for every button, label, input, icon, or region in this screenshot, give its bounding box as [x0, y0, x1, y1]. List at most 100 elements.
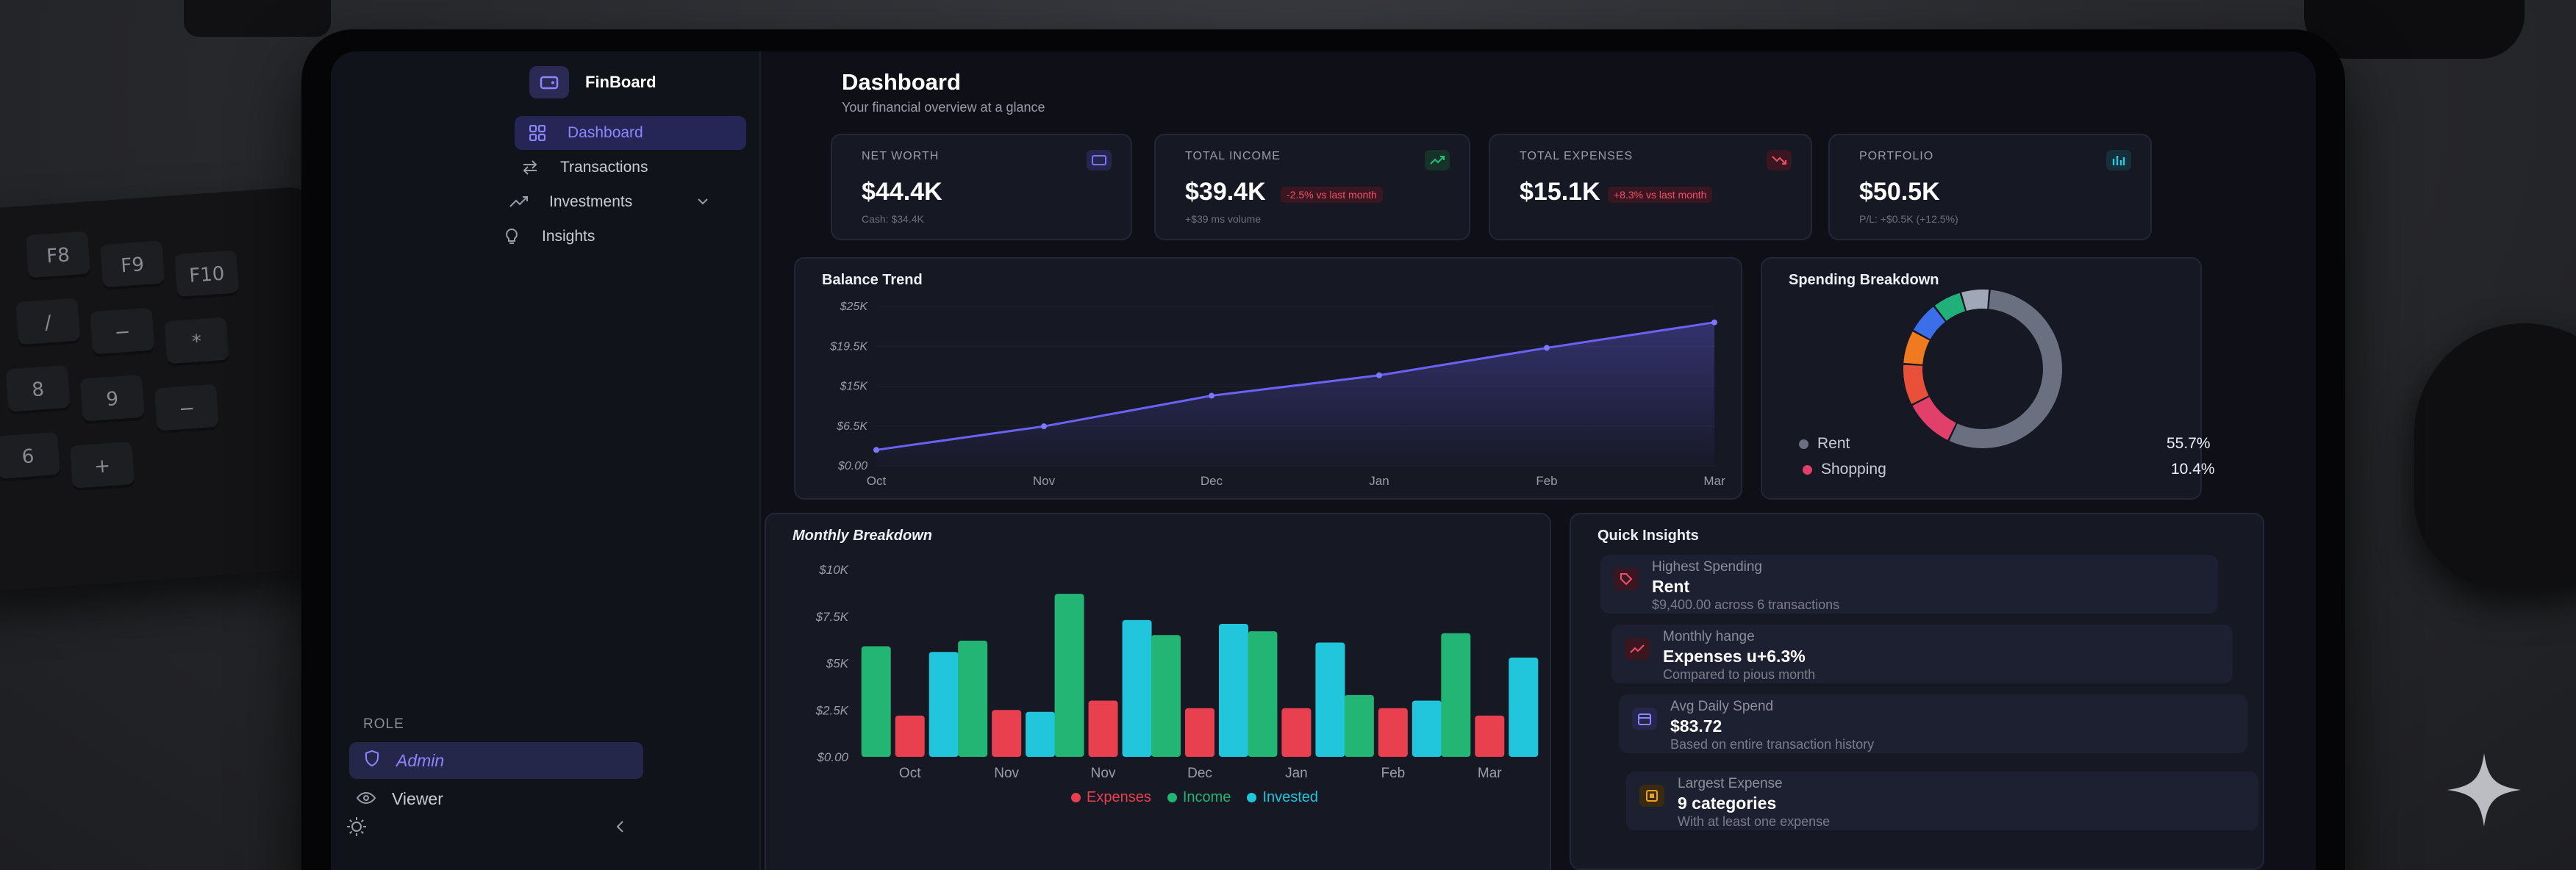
- sidebar-item-insights[interactable]: Insights: [489, 220, 709, 254]
- bar-expenses: [1185, 708, 1214, 757]
- sidebar-item-label: Transactions: [560, 159, 648, 176]
- card-title: Spending Breakdown: [1789, 272, 1939, 288]
- monthly-breakdown-card: Monthly Breakdown $0.00 $2.5K $5K $7.5K $10K…: [765, 513, 1551, 870]
- legend-label: Expenses: [1087, 789, 1151, 805]
- sidebar-item-transactions[interactable]: Transactions: [507, 151, 735, 184]
- bar-income: [958, 640, 988, 757]
- y-tick-label: $2.5K: [815, 703, 849, 717]
- bar-expenses: [895, 715, 925, 757]
- x-tick-label: Dec: [1187, 766, 1212, 781]
- insight-monthly-change[interactable]: Monthly hange Expenses u+6.3% Compared t…: [1611, 625, 2233, 683]
- app-name: FinBoard: [585, 73, 656, 91]
- y-tick-label: $25K: [840, 301, 869, 313]
- chevron-down-icon[interactable]: [697, 193, 709, 210]
- box-icon: [1639, 785, 1664, 807]
- legend-income: Income: [1167, 789, 1231, 806]
- kpi-change-badge: -2.5% vs last month: [1281, 187, 1383, 203]
- key: F8: [25, 231, 91, 281]
- eye-icon: [356, 789, 376, 809]
- balance-point: [1041, 423, 1047, 430]
- bar-income: [1151, 635, 1181, 757]
- y-tick-label: $7.5K: [815, 610, 849, 624]
- kpi-note: +$39 ms volume: [1185, 213, 1262, 225]
- sidebar-item-label: Insights: [542, 228, 595, 245]
- sidebar-item-label: Dashboard: [568, 124, 643, 141]
- bar-expenses: [1475, 715, 1505, 757]
- sparkle-icon: [2444, 749, 2525, 834]
- donut-slice: [1934, 292, 1966, 321]
- spending-legend-shopping: Shopping: [1803, 461, 1886, 478]
- kpi-card-portfolio[interactable]: PORTFOLIO $50.5K P/L: +$0.5K (+12.5%): [1828, 134, 2152, 240]
- sidebar-item-investments[interactable]: Investments: [496, 185, 728, 219]
- x-tick-label: Feb: [1381, 766, 1405, 781]
- card-title: Quick Insights: [1598, 528, 1699, 544]
- x-tick-label: Jan: [1285, 766, 1308, 781]
- legend-label: Rent: [1817, 435, 1850, 452]
- wallet-icon: [529, 66, 569, 98]
- insight-highest-spending[interactable]: Highest Spending Rent $9,400.00 across 6…: [1600, 555, 2218, 614]
- card-title: Monthly Breakdown: [793, 528, 933, 544]
- legend-label: Invested: [1262, 789, 1319, 805]
- x-tick-label: Nov: [1091, 766, 1116, 781]
- monthly-bar-chart: $0.00 $2.5K $5K $7.5K $10K Oct Nov Nov Dec Jan Feb…: [815, 563, 1539, 781]
- bar-chart-icon: [2106, 150, 2131, 170]
- spending-legend-rent: Rent: [1799, 435, 1850, 453]
- key: −: [90, 307, 155, 358]
- key: +: [70, 441, 135, 492]
- main-content: Dashboard Your financial overview at a g…: [761, 51, 2316, 870]
- insight-value: Rent: [1652, 577, 1690, 596]
- trend-icon: [509, 193, 529, 212]
- sun-icon[interactable]: [346, 816, 368, 841]
- x-tick-label: Jan: [1369, 474, 1389, 488]
- role-viewer[interactable]: Viewer: [342, 780, 636, 817]
- kpi-label: PORTFOLIO: [1859, 150, 1934, 162]
- collapse-chevron-icon[interactable]: [615, 819, 625, 838]
- bar-invested: [1509, 657, 1539, 757]
- insight-largest-expense[interactable]: Largest Expense 9 categories With at lea…: [1626, 772, 2258, 830]
- donut-slice: [1912, 396, 1957, 440]
- legend-expenses: Expenses: [1071, 789, 1151, 806]
- x-tick-label: Nov: [994, 766, 1019, 781]
- insight-note: With at least one expense: [1678, 814, 1831, 829]
- insight-label: Highest Spending: [1652, 559, 1762, 575]
- kpi-card-net-worth[interactable]: NET WORTH $44.4K Cash: $34.4K: [831, 134, 1132, 240]
- kpi-label: TOTAL EXPENSES: [1520, 150, 1634, 162]
- insight-value: $83.72: [1670, 716, 1722, 736]
- kpi-card-total-income[interactable]: TOTAL INCOME $39.4K -2.5% vs last month …: [1154, 134, 1470, 240]
- brand[interactable]: FinBoard: [529, 66, 656, 98]
- quick-insights-card: Quick Insights Highest Spending Rent $9,…: [1570, 513, 2264, 870]
- balance-point: [1544, 345, 1550, 351]
- bar-invested: [1315, 642, 1345, 757]
- app-screen: FinBoard Dashboard Transactions Investme…: [331, 51, 2316, 870]
- sidebar-item-dashboard[interactable]: Dashboard: [515, 116, 746, 150]
- y-tick-label: $6.5K: [836, 420, 868, 433]
- legend-label: Income: [1182, 789, 1231, 805]
- insight-note: $9,400.00 across 6 transactions: [1652, 597, 1840, 612]
- x-tick-label: Nov: [1033, 474, 1056, 488]
- key: −: [154, 384, 220, 434]
- key: F9: [100, 240, 165, 291]
- insight-value: 9 categories: [1678, 794, 1777, 813]
- bar-legend: Expenses Income Invested: [1071, 789, 1318, 806]
- kpi-label: TOTAL INCOME: [1185, 150, 1281, 162]
- kpi-change-badge: +8.3% vs last month: [1608, 187, 1713, 203]
- legend-invested: Invested: [1247, 789, 1318, 806]
- page-title: Dashboard: [842, 69, 961, 95]
- insight-avg-daily-spend[interactable]: Avg Daily Spend $83.72 Based on entire t…: [1619, 694, 2247, 753]
- kpi-value: $50.5K: [1859, 178, 1940, 206]
- role-admin[interactable]: Admin: [349, 742, 643, 779]
- balance-area: [876, 322, 1714, 466]
- spending-breakdown-card: Spending Breakdown Rent 55.7% Shopping 1…: [1761, 257, 2215, 500]
- bar-expenses: [1281, 708, 1312, 757]
- bar-income: [1344, 694, 1374, 757]
- sidebar-item-label: Investments: [549, 193, 633, 210]
- balance-trend-card: Balance Trend $0.00 $6.5K $15K $19.5K $25K Oc…: [794, 257, 1742, 500]
- bar-expenses: [992, 710, 1022, 757]
- bar-invested: [1219, 623, 1248, 757]
- kpi-card-total-expenses[interactable]: TOTAL EXPENSES $15.1K +8.3% vs last mont…: [1489, 134, 1812, 240]
- wallet-icon: [1087, 150, 1112, 170]
- y-tick-label: $10K: [818, 563, 848, 577]
- x-tick-label: Oct: [867, 474, 887, 488]
- x-tick-label: Feb: [1536, 474, 1557, 488]
- legend-percent: 10.4%: [2171, 461, 2215, 478]
